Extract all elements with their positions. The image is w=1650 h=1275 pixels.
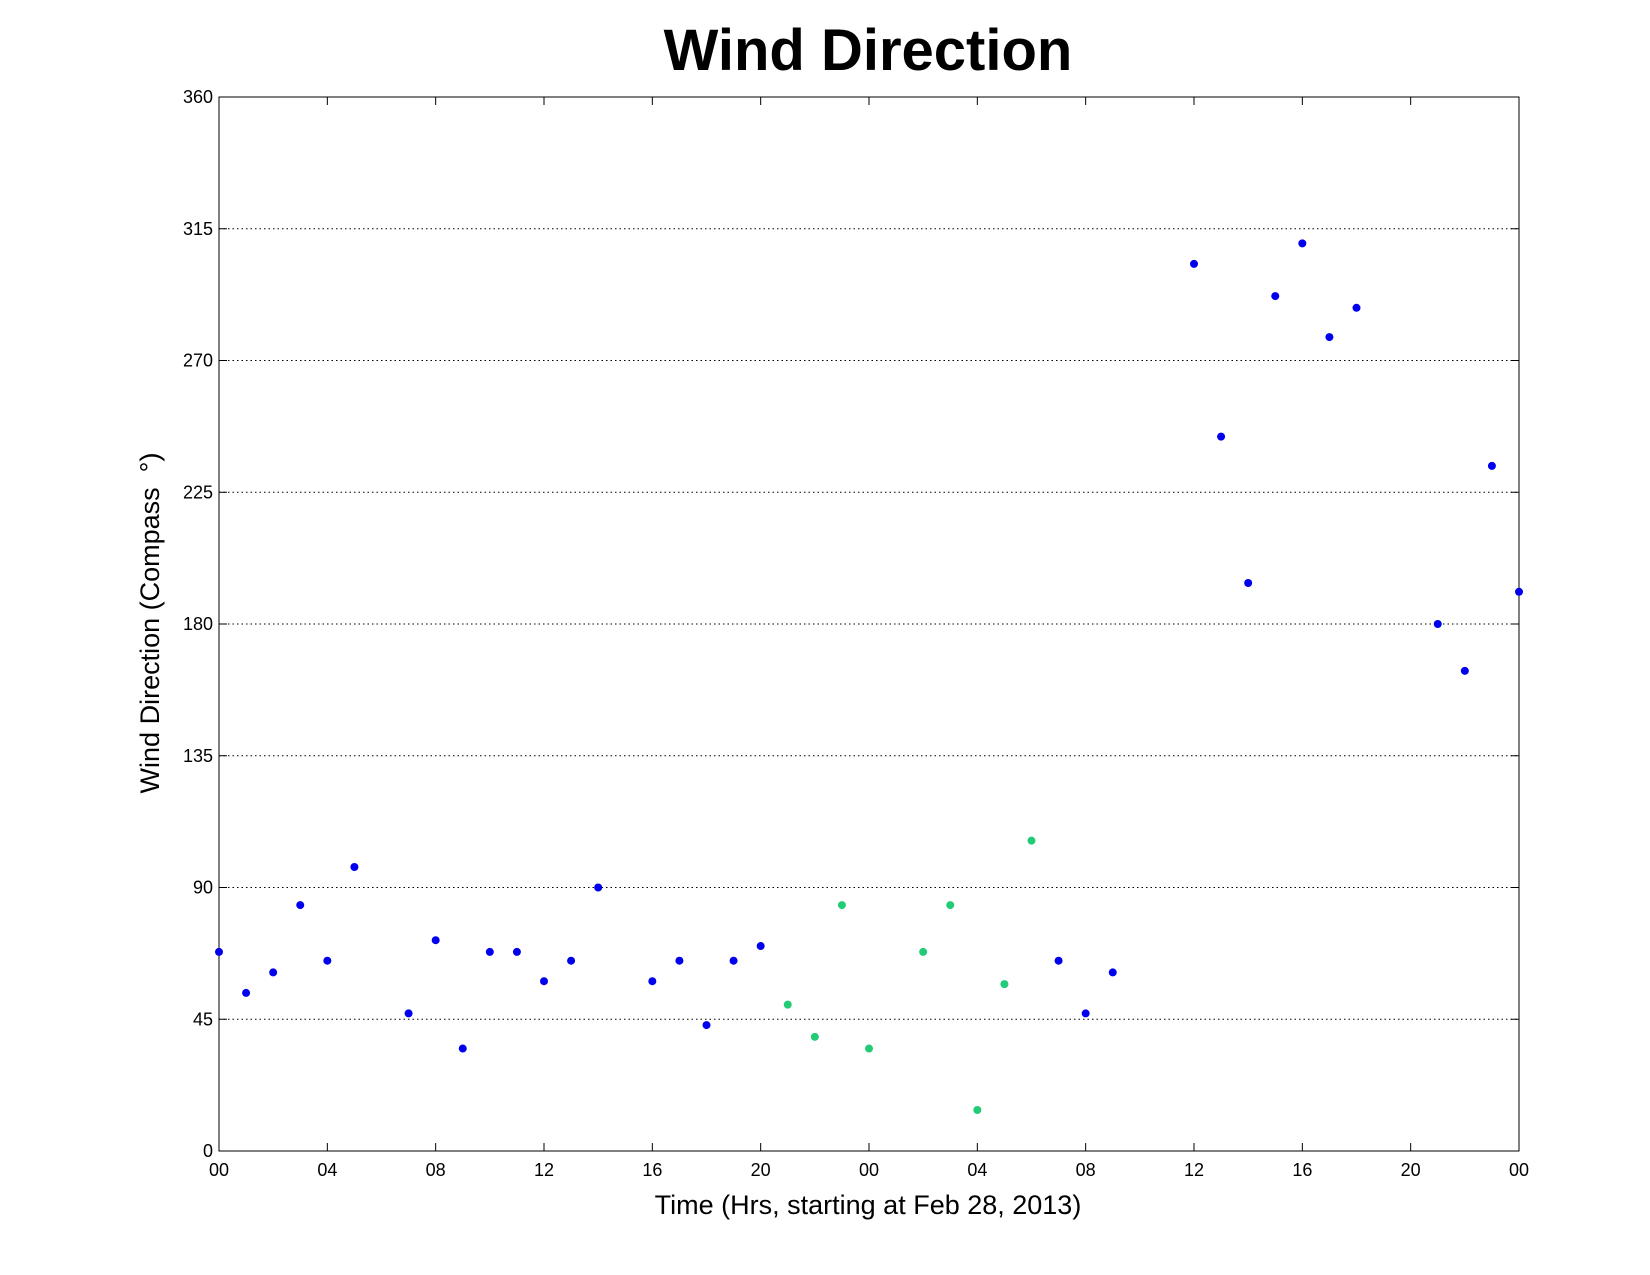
data-point [865,1044,873,1053]
data-point [1244,579,1253,588]
data-point [431,936,440,945]
x-axis-label: Time (Hrs, starting at Feb 28, 2013) [655,1190,1082,1220]
data-point [269,968,278,977]
data-point [594,883,603,892]
x-tick-label: 12 [534,1160,554,1180]
data-point [323,956,332,965]
y-axis-label: Wind Direction (Compass °) [135,453,165,794]
x-tick-label: 20 [751,1160,771,1180]
data-point [1433,620,1442,628]
data-point [404,1009,413,1018]
data-point [756,942,765,951]
data-point [567,956,576,965]
chart-title: Wind Direction [664,18,1073,83]
x-tick-label: 00 [209,1160,229,1180]
x-tick-label: 04 [967,1160,987,1180]
x-tick-label: 04 [317,1160,337,1180]
y-tick-label: 360 [183,87,213,107]
data-points [215,239,1523,1115]
data-point [973,1106,982,1115]
data-point [1271,292,1280,301]
x-tick-label: 08 [426,1160,446,1180]
data-point [242,988,251,997]
data-point [1027,836,1036,845]
y-tick-labels: 0 45 90 135 180 225 270 315 360 [183,87,213,1161]
data-point [1298,239,1307,248]
data-point [1054,956,1063,965]
data-point [946,901,955,910]
x-tick-label: 12 [1184,1160,1204,1180]
gridlines [219,228,1519,1020]
x-tick-labels: 00 04 08 12 16 20 00 04 08 12 16 20 00 [209,1160,1529,1180]
data-point [675,956,684,965]
data-point [458,1044,467,1053]
data-point [810,1032,819,1041]
data-point [540,977,548,986]
x-tick-label: 08 [1076,1160,1096,1180]
data-point [215,947,223,956]
data-point [837,901,846,910]
x-tick-label: 20 [1401,1160,1421,1180]
y-tick-label: 0 [203,1141,213,1161]
data-point [1217,432,1226,441]
y-tick-label: 135 [183,746,213,766]
data-point [485,947,494,956]
data-point [1352,303,1361,312]
data-point [1487,461,1496,470]
data-point [648,977,657,986]
data-point [1081,1009,1090,1018]
y-tick-label: 45 [193,1009,213,1029]
data-point [1000,980,1009,989]
axis-ticks [218,96,1520,1152]
data-point [1190,259,1198,268]
x-tick-label: 16 [1292,1160,1312,1180]
y-tick-label: 180 [183,614,213,634]
data-point [296,901,305,910]
data-point [729,956,738,965]
data-point [783,1000,792,1009]
data-point [1460,666,1469,675]
x-tick-label: 00 [859,1160,879,1180]
data-point [1325,333,1334,342]
data-point [350,863,359,872]
y-tick-label: 90 [193,878,213,898]
data-point [512,947,521,956]
data-point [702,1021,711,1030]
data-point [919,947,928,956]
x-tick-label: 00 [1509,1160,1529,1180]
y-tick-label: 270 [183,351,213,371]
y-tick-label: 315 [183,219,213,239]
y-tick-label: 225 [183,482,213,502]
data-point [1515,587,1523,596]
x-tick-label: 16 [642,1160,662,1180]
data-point [1108,968,1117,977]
